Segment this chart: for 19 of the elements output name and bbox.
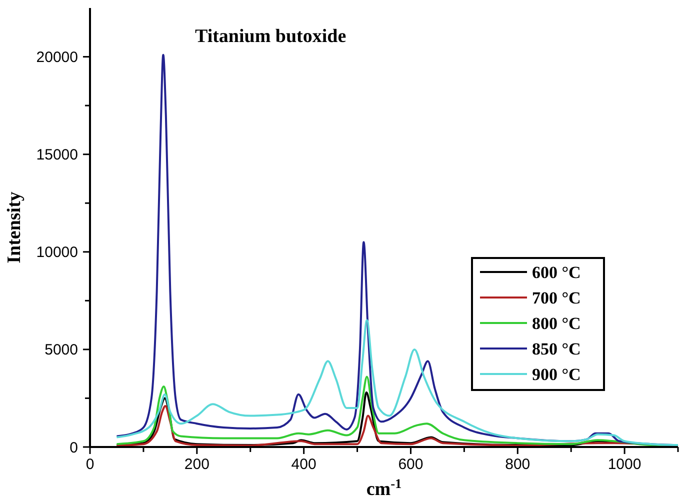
- y-axis-title: Intensity: [4, 191, 25, 264]
- y-tick-label: 15000: [36, 146, 78, 164]
- legend-label: 900 °C: [532, 364, 581, 384]
- x-tick-label: 1000: [608, 456, 642, 473]
- y-tick-label: 0: [70, 439, 78, 456]
- text: Titanium butoxide: [195, 26, 346, 47]
- x-tick-label: 0: [86, 456, 94, 473]
- y-tick-label: 20000: [36, 49, 78, 66]
- legend-label: 850 °C: [532, 339, 581, 358]
- legend-label: 700 °C: [532, 288, 581, 308]
- legend-label: 600 °C: [532, 262, 581, 282]
- x-tick-label: 800: [505, 456, 530, 473]
- legend-label: 800 °C: [532, 314, 581, 333]
- x-tick-label: 200: [184, 456, 210, 473]
- y-tick-label: 5000: [44, 342, 78, 359]
- x-axis-title: cm$^{-1}$: [366, 476, 402, 500]
- y-tick-label: 10000: [36, 244, 78, 262]
- x-tick-label: 600: [398, 456, 424, 473]
- x-tick-label: 400: [291, 456, 316, 473]
